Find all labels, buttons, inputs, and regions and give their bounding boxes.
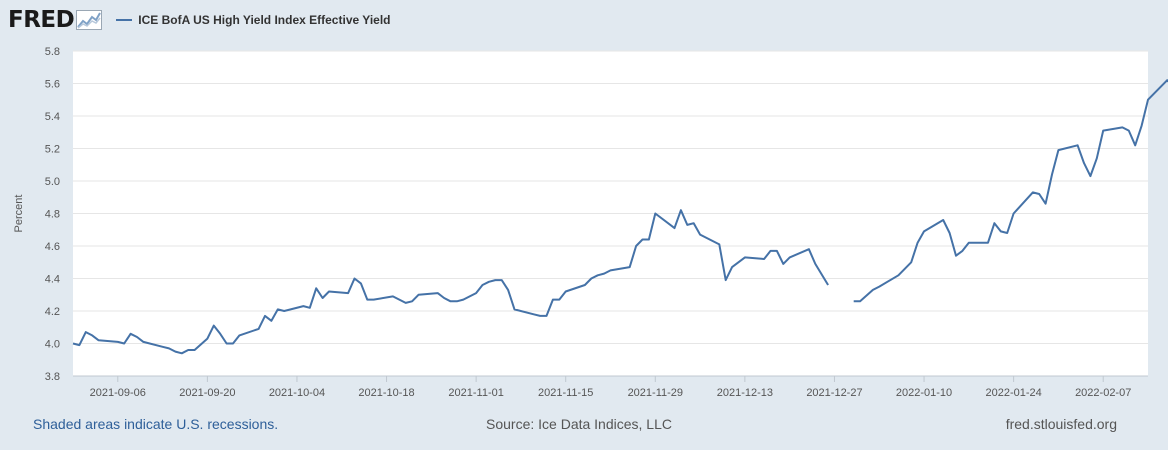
chart-header: FRED ICE BofA US High Yield Index Effect…	[8, 6, 391, 34]
series-line[interactable]	[72, 79, 1168, 355]
y-tick-label: 5.0	[45, 176, 60, 188]
y-tick-label: 5.4	[45, 111, 60, 123]
x-tick-label: 2021-11-15	[538, 387, 593, 399]
x-axis-ticks: 2021-09-06 2021-09-20 2021-10-04 2021-10-18…	[90, 376, 1131, 399]
y-axis-label: Percent	[13, 195, 25, 233]
chart-legend[interactable]: ICE BofA US High Yield Index Effective Y…	[116, 13, 391, 27]
recession-note-link[interactable]: Shaded areas indicate U.S. recessions.	[33, 416, 279, 432]
y-axis-ticks: 3.8 4.0 4.2 4.4 4.6 4.8 5.0 5.2 5.4 5.6 5.8	[45, 46, 60, 383]
x-tick-label: 2021-10-04	[269, 387, 325, 399]
x-tick-label: 2021-11-01	[448, 387, 503, 399]
x-tick-label: 2021-11-29	[628, 387, 683, 399]
y-tick-label: 4.4	[45, 274, 60, 286]
grid-lines	[73, 50, 1148, 377]
x-tick-label: 2021-10-18	[358, 387, 414, 399]
y-tick-label: 4.2	[45, 306, 60, 318]
legend-series-swatch	[116, 19, 133, 21]
y-tick-label: 5.6	[45, 79, 60, 91]
line-chart[interactable]: 3.8 4.0 4.2 4.4 4.6 4.8 5.0 5.2 5.4 5.6 5.8 2021-0…	[0, 0, 1168, 410]
x-tick-label: 2022-01-10	[896, 387, 952, 399]
y-tick-label: 4.0	[45, 339, 60, 351]
y-tick-label: 4.8	[45, 209, 60, 221]
source-note: Source: Ice Data Indices, LLC	[486, 416, 672, 432]
x-tick-label: 2021-09-20	[179, 387, 235, 399]
y-tick-label: 4.6	[45, 241, 60, 253]
x-tick-label: 2021-12-13	[717, 387, 773, 399]
x-tick-label: 2022-01-24	[985, 387, 1041, 399]
y-tick-label: 5.2	[45, 144, 60, 156]
series-line-group	[72, 79, 1168, 355]
y-tick-label: 5.8	[45, 46, 60, 58]
site-link[interactable]: fred.stlouisfed.org	[1005, 416, 1117, 432]
x-tick-label: 2022-02-07	[1075, 387, 1131, 399]
x-tick-label: 2021-12-27	[806, 387, 862, 399]
x-tick-label: 2021-09-06	[90, 387, 146, 399]
fred-logo-graph-icon[interactable]	[76, 9, 103, 31]
y-tick-label: 3.8	[45, 371, 60, 383]
legend-series-label: ICE BofA US High Yield Index Effective Y…	[138, 13, 391, 27]
fred-logo[interactable]: FRED	[8, 7, 75, 33]
